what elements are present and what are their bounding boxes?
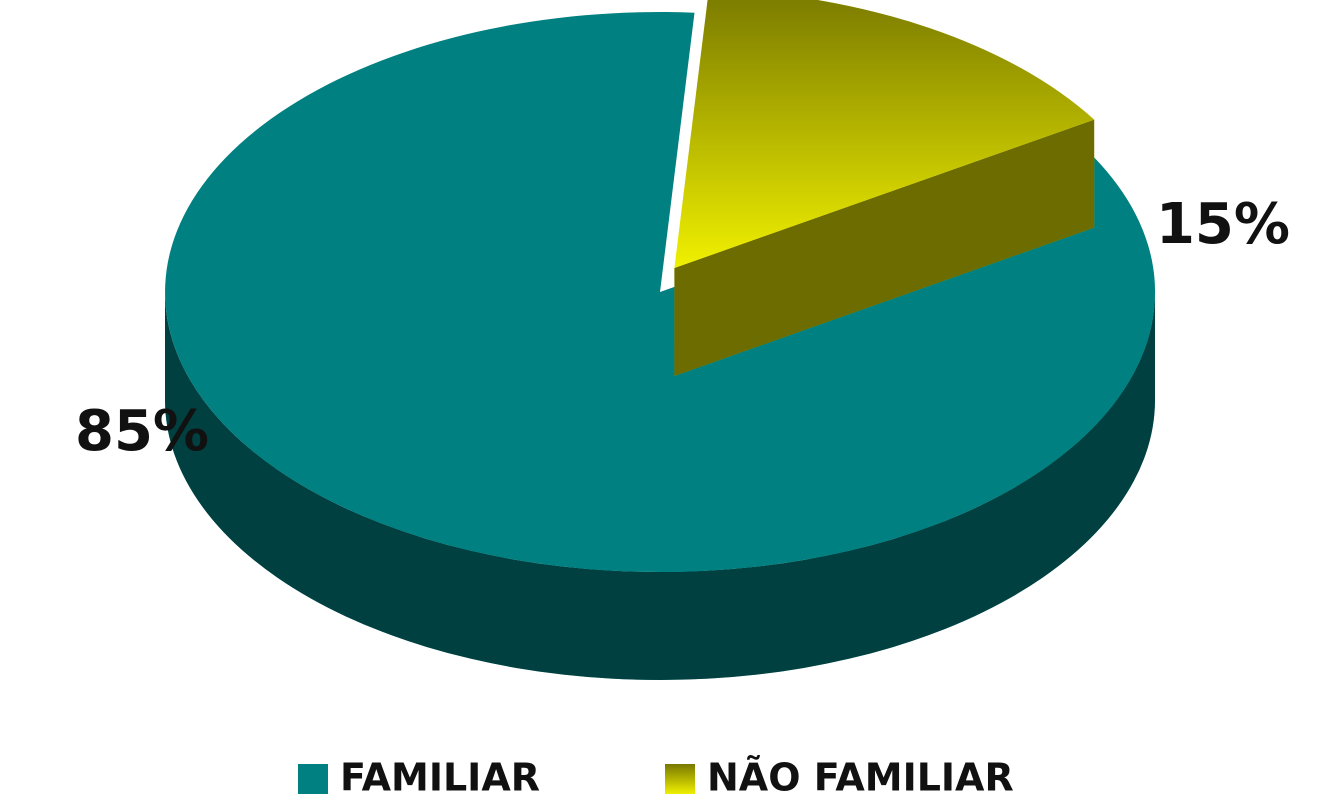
slice-cut-shade: [674, 119, 1095, 376]
legend-swatch-shade: [665, 764, 695, 794]
slice: [165, 12, 1156, 573]
slice-side-shade: [165, 292, 1155, 680]
value-label: 15%: [1156, 192, 1290, 257]
slice-shade: [674, 0, 1095, 268]
value-label: 85%: [75, 399, 209, 464]
legend-label: NÃO FAMILIAR: [707, 756, 1014, 796]
legend-swatch: [298, 764, 328, 794]
legend-label: FAMILIAR: [340, 756, 540, 796]
